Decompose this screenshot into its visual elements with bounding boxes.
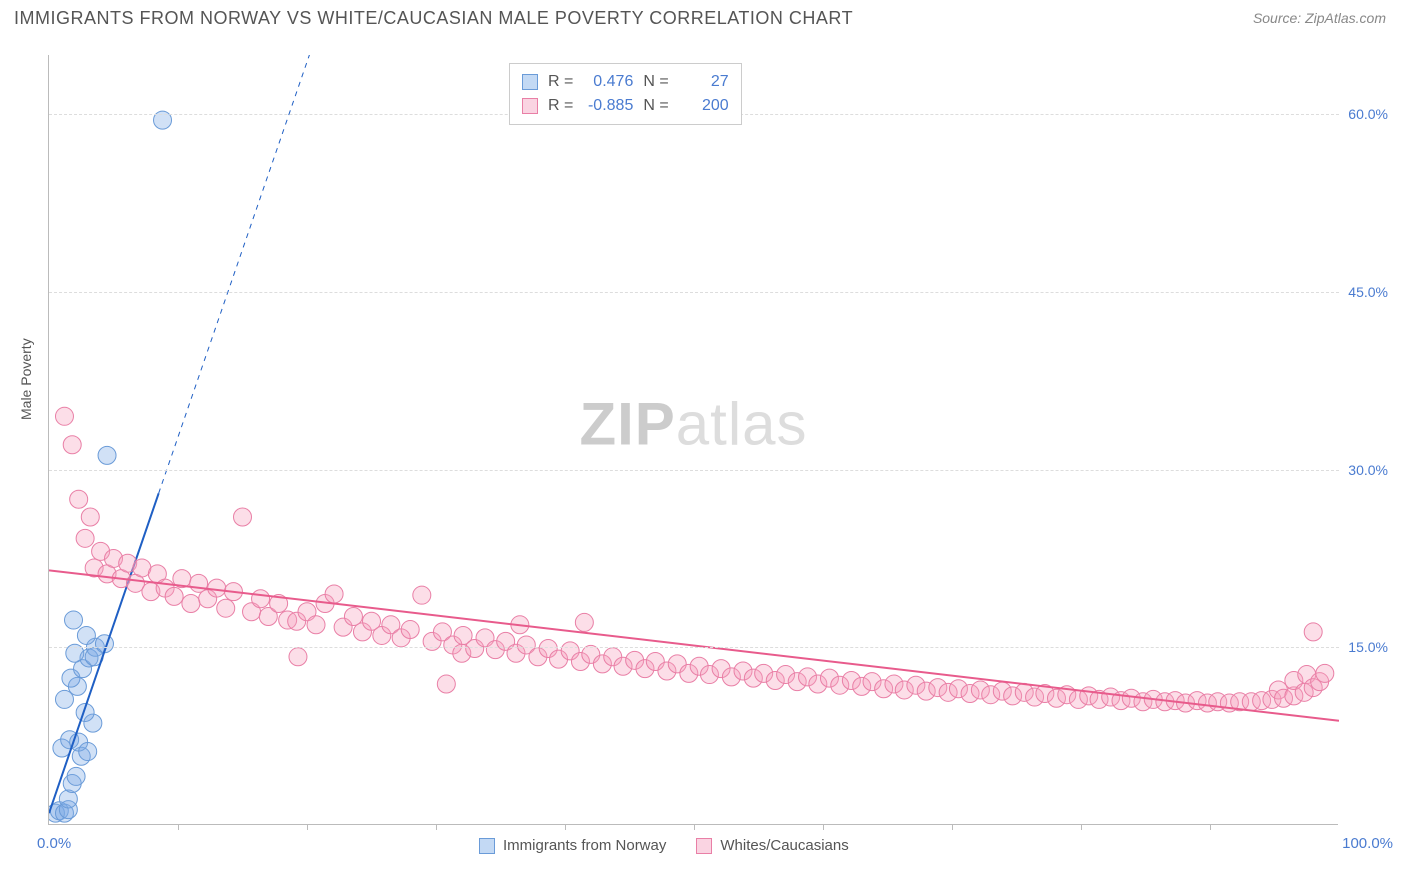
scatter-point xyxy=(575,613,593,631)
scatter-point xyxy=(182,594,200,612)
x-axis-max-label: 100.0% xyxy=(1342,835,1393,852)
scatter-point xyxy=(234,508,252,526)
y-tick-label: 30.0% xyxy=(1348,462,1388,478)
scatter-point xyxy=(190,574,208,592)
scatter-point xyxy=(344,608,362,626)
stats-n-label-2: N = xyxy=(643,94,668,118)
gridline-y xyxy=(49,292,1339,293)
stats-swatch-pink xyxy=(522,98,538,114)
scatter-point xyxy=(165,587,183,605)
x-tick xyxy=(694,824,695,830)
scatter-point xyxy=(413,586,431,604)
x-tick xyxy=(565,824,566,830)
scatter-point xyxy=(67,767,85,785)
scatter-point xyxy=(77,626,95,644)
x-axis-min-label: 0.0% xyxy=(37,835,71,852)
trend-line xyxy=(49,570,1339,720)
chart-source: Source: ZipAtlas.com xyxy=(1253,10,1386,28)
scatter-point xyxy=(307,616,325,634)
stats-r-val-1: 0.476 xyxy=(583,70,633,94)
stats-r-label-1: R = xyxy=(548,70,573,94)
scatter-point xyxy=(65,611,83,629)
y-tick-label: 15.0% xyxy=(1348,639,1388,655)
legend-label-series2: Whites/Caucasians xyxy=(720,837,848,854)
chart-area: ZIPatlas 15.0%30.0%45.0%60.0% 0.0% 100.0… xyxy=(48,55,1388,825)
scatter-point xyxy=(98,446,116,464)
scatter-point xyxy=(401,621,419,639)
x-tick xyxy=(1210,824,1211,830)
scatter-point xyxy=(217,599,235,617)
x-tick xyxy=(178,824,179,830)
swatch-pink xyxy=(696,838,712,854)
chart-header: IMMIGRANTS FROM NORWAY VS WHITE/CAUCASIA… xyxy=(0,0,1406,37)
swatch-blue xyxy=(479,838,495,854)
stats-n-val-1: 27 xyxy=(679,70,729,94)
scatter-point xyxy=(1316,664,1334,682)
plot-svg xyxy=(49,55,1339,825)
stats-r-val-2: -0.885 xyxy=(583,94,633,118)
plot-area: ZIPatlas 15.0%30.0%45.0%60.0% 0.0% 100.0… xyxy=(48,55,1338,825)
legend-item-series2: Whites/Caucasians xyxy=(696,837,848,854)
stats-legend-box: R = 0.476 N = 27 R = -0.885 N = 200 xyxy=(509,63,742,125)
scatter-point xyxy=(76,529,94,547)
scatter-point xyxy=(63,436,81,454)
source-prefix: Source: xyxy=(1253,10,1305,26)
x-tick xyxy=(307,824,308,830)
y-axis-label: Male Poverty xyxy=(18,338,34,420)
x-tick xyxy=(952,824,953,830)
footer-legend: Immigrants from Norway Whites/Caucasians xyxy=(479,837,849,854)
scatter-point xyxy=(437,675,455,693)
scatter-point xyxy=(252,590,270,608)
stats-row-1: R = 0.476 N = 27 xyxy=(522,70,729,94)
scatter-point xyxy=(208,579,226,597)
chart-title: IMMIGRANTS FROM NORWAY VS WHITE/CAUCASIA… xyxy=(14,8,853,29)
x-tick xyxy=(823,824,824,830)
scatter-point xyxy=(55,407,73,425)
scatter-point xyxy=(289,648,307,666)
stats-swatch-blue xyxy=(522,74,538,90)
stats-n-label-1: N = xyxy=(643,70,668,94)
scatter-point xyxy=(81,508,99,526)
stats-r-label-2: R = xyxy=(548,94,573,118)
scatter-point xyxy=(79,743,97,761)
source-name: ZipAtlas.com xyxy=(1305,10,1386,26)
legend-label-series1: Immigrants from Norway xyxy=(503,837,666,854)
y-tick-label: 60.0% xyxy=(1348,106,1388,122)
stats-row-2: R = -0.885 N = 200 xyxy=(522,94,729,118)
stats-n-val-2: 200 xyxy=(679,94,729,118)
gridline-y xyxy=(49,470,1339,471)
legend-item-series1: Immigrants from Norway xyxy=(479,837,666,854)
scatter-point xyxy=(1304,623,1322,641)
x-tick xyxy=(436,824,437,830)
y-tick-label: 45.0% xyxy=(1348,284,1388,300)
scatter-point xyxy=(70,490,88,508)
scatter-point xyxy=(325,585,343,603)
gridline-y xyxy=(49,647,1339,648)
x-tick xyxy=(1081,824,1082,830)
trend-line-extrapolated xyxy=(159,55,314,493)
